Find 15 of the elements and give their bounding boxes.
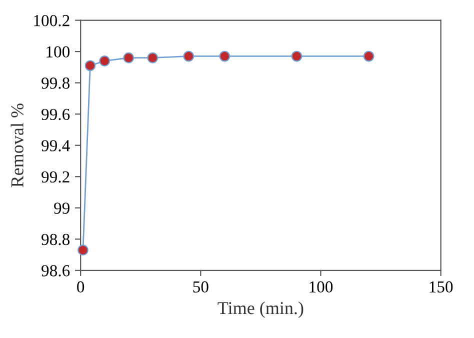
- y-tick-label: 98.8: [42, 234, 70, 246]
- y-tick-label: 100.2: [34, 14, 70, 26]
- y-tick-label: 99: [54, 202, 70, 214]
- y-tick-label: 99.4: [42, 140, 70, 152]
- x-tick-label: 100: [310, 281, 333, 293]
- y-axis-title: Removal %: [10, 104, 24, 188]
- y-tick-label: 99.6: [42, 108, 70, 120]
- x-tick-label: 0: [77, 281, 84, 293]
- x-tick-label: 50: [193, 281, 208, 293]
- y-tick-label: 99.8: [42, 78, 70, 89]
- y-tick-label: 98.6: [42, 265, 70, 276]
- x-tick-label: 150: [430, 281, 453, 293]
- y-tick-label: 100: [46, 46, 70, 58]
- x-axis-title: Time (min.): [218, 301, 304, 318]
- y-tick-label: 99.2: [42, 171, 70, 183]
